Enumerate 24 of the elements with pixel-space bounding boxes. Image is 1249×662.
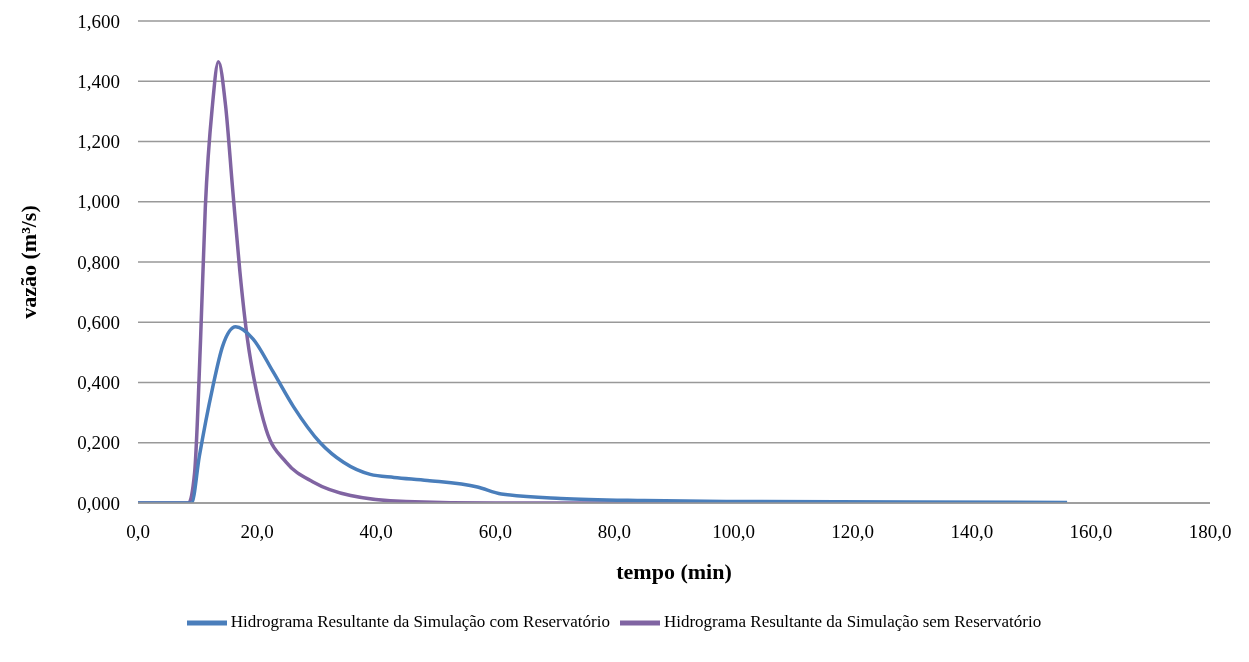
y-tick-label: 1,200 (77, 131, 120, 153)
x-tick-label: 0,0 (126, 521, 150, 543)
y-tick-label: 0,800 (77, 251, 120, 273)
x-tick-label: 20,0 (240, 521, 274, 543)
y-tick-label: 0,000 (77, 492, 120, 514)
y-tick-label: 1,600 (77, 10, 120, 32)
y-axis-title: vazão (m³/s) (15, 205, 41, 319)
y-tick-label: 1,000 (77, 191, 120, 213)
x-tick-label: 120,0 (831, 521, 875, 543)
y-tick-label: 0,200 (77, 432, 120, 454)
x-axis-title: tempo (min) (616, 559, 732, 584)
y-tick-label: 1,400 (77, 71, 120, 92)
legend-label: Hidrograma Resultante da Simulação sem Reservatório (663, 611, 1042, 631)
x-tick-label: 80,0 (597, 521, 632, 543)
legend-label: Hidrograma Resultante da Simulação com Reservatório (230, 611, 610, 631)
x-tick-label: 100,0 (712, 521, 755, 543)
x-tick-label: 160,0 (1069, 521, 1113, 543)
y-tick-label: 0,400 (77, 372, 120, 394)
line-series (138, 325, 1069, 503)
x-tick-label: 60,0 (478, 521, 512, 543)
x-tick-label: 40,0 (359, 521, 393, 543)
x-tick-label: 180,0 (1188, 521, 1232, 543)
x-tick-label: 140,0 (950, 521, 994, 543)
y-tick-label: 0,600 (77, 311, 120, 333)
